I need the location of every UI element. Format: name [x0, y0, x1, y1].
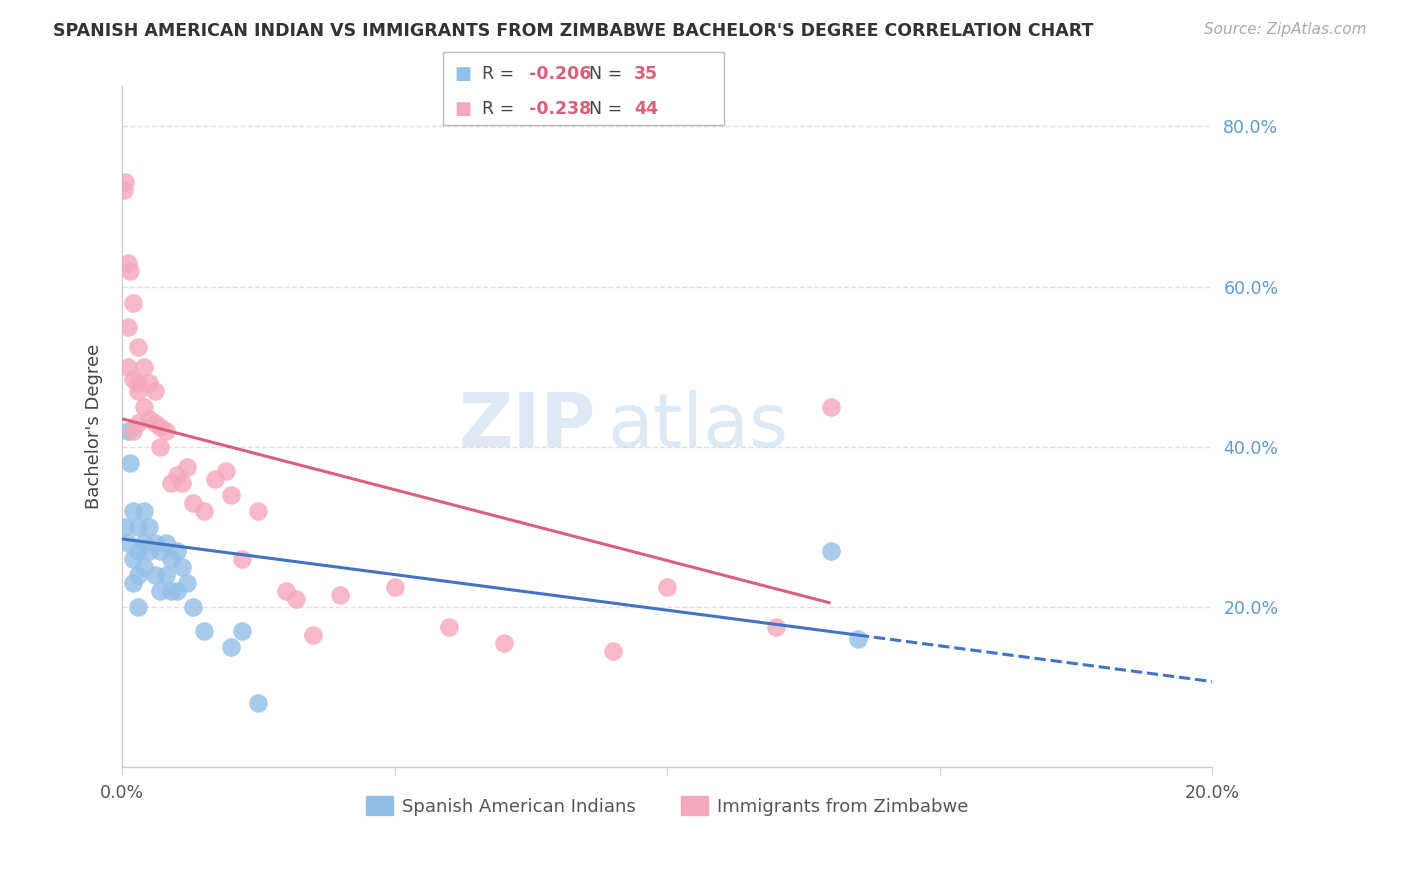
Point: [437, 620, 460, 634]
Point: [149, 440, 172, 454]
Point: [132, 504, 155, 518]
Point: [846, 632, 869, 646]
Point: [820, 400, 842, 414]
Text: ■: ■: [454, 100, 471, 118]
Text: N =: N =: [589, 65, 628, 83]
Point: [155, 536, 177, 550]
Point: [170, 475, 193, 490]
Text: Source: ZipAtlas.com: Source: ZipAtlas.com: [1204, 22, 1367, 37]
Text: R =: R =: [482, 65, 520, 83]
Point: [127, 568, 149, 582]
Point: [120, 263, 142, 277]
Point: [166, 467, 188, 482]
Point: [127, 416, 149, 430]
Point: [132, 536, 155, 550]
Point: [204, 472, 226, 486]
Point: [193, 504, 215, 518]
Point: [602, 644, 624, 658]
Point: [127, 376, 149, 390]
Point: [132, 400, 155, 414]
Point: [149, 544, 172, 558]
Point: [193, 624, 215, 638]
Text: atlas: atlas: [607, 391, 789, 463]
Point: [160, 475, 183, 490]
Point: [181, 600, 204, 615]
Point: [122, 504, 145, 518]
Point: [155, 424, 177, 438]
Point: [122, 424, 145, 438]
Point: [166, 544, 188, 558]
Point: [120, 456, 142, 470]
Point: [143, 536, 166, 550]
Point: [231, 624, 253, 638]
Text: N =: N =: [589, 100, 628, 118]
Text: ZIP: ZIP: [458, 391, 596, 463]
Point: [122, 576, 145, 591]
Point: [166, 584, 188, 599]
Point: [231, 552, 253, 566]
Point: [117, 424, 139, 438]
Point: [127, 384, 149, 398]
Point: [155, 568, 177, 582]
Text: ■: ■: [454, 65, 471, 83]
Point: [181, 496, 204, 510]
Point: [176, 459, 198, 474]
Point: [149, 419, 172, 434]
Point: [160, 552, 183, 566]
Point: [122, 295, 145, 310]
Point: [127, 340, 149, 354]
Point: [214, 464, 236, 478]
Point: [122, 552, 145, 566]
Point: [138, 412, 160, 426]
Point: [492, 636, 515, 650]
Point: [114, 176, 136, 190]
Point: [112, 184, 135, 198]
Point: [138, 544, 160, 558]
Point: [138, 376, 160, 390]
Text: 35: 35: [634, 65, 658, 83]
Point: [219, 488, 242, 502]
Y-axis label: Bachelor's Degree: Bachelor's Degree: [86, 344, 103, 509]
Legend: Spanish American Indians, Immigrants from Zimbabwe: Spanish American Indians, Immigrants fro…: [359, 789, 976, 823]
Point: [176, 576, 198, 591]
Point: [122, 372, 145, 386]
Point: [114, 520, 136, 534]
Point: [117, 255, 139, 269]
Point: [765, 620, 787, 634]
Point: [655, 580, 678, 594]
Point: [329, 588, 352, 602]
Point: [132, 359, 155, 374]
Point: [274, 584, 297, 599]
Text: 44: 44: [634, 100, 658, 118]
Point: [160, 584, 183, 599]
Point: [219, 640, 242, 654]
Point: [127, 544, 149, 558]
Point: [170, 560, 193, 574]
Point: [301, 628, 323, 642]
Text: SPANISH AMERICAN INDIAN VS IMMIGRANTS FROM ZIMBABWE BACHELOR'S DEGREE CORRELATIO: SPANISH AMERICAN INDIAN VS IMMIGRANTS FR…: [53, 22, 1094, 40]
Point: [384, 580, 406, 594]
Text: R =: R =: [482, 100, 520, 118]
Point: [820, 544, 842, 558]
Point: [247, 696, 270, 710]
Point: [143, 384, 166, 398]
Point: [117, 536, 139, 550]
Point: [149, 584, 172, 599]
Point: [132, 560, 155, 574]
Point: [285, 592, 308, 607]
Point: [127, 600, 149, 615]
Point: [117, 319, 139, 334]
Text: -0.206: -0.206: [529, 65, 591, 83]
Point: [143, 416, 166, 430]
Point: [143, 568, 166, 582]
Point: [138, 520, 160, 534]
Point: [117, 359, 139, 374]
Point: [247, 504, 270, 518]
Text: -0.238: -0.238: [529, 100, 591, 118]
Point: [127, 520, 149, 534]
